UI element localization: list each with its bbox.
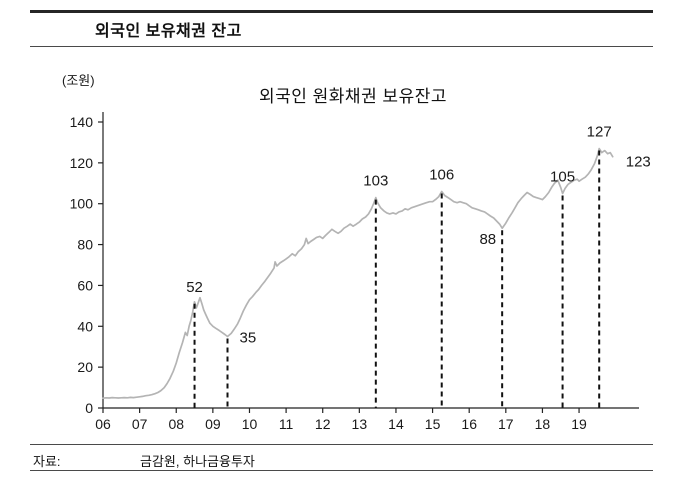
chart-axes: 0 20 40 60 80 100 120 140 06 07 08 09 10 11 12 13 14 15 16… bbox=[70, 112, 639, 432]
header-bottom-rule bbox=[30, 46, 653, 47]
source-label: 자료: bbox=[33, 454, 61, 469]
x-tick-label: 08 bbox=[168, 416, 184, 432]
x-tick-label: 17 bbox=[498, 416, 514, 432]
annotation-label: 106 bbox=[429, 166, 454, 183]
x-tick-label: 10 bbox=[242, 416, 258, 432]
x-tick-label: 11 bbox=[279, 416, 294, 432]
x-tick-label: 09 bbox=[205, 416, 221, 432]
y-axis-unit-label: (조원) bbox=[62, 73, 95, 88]
annotation-label: 52 bbox=[186, 279, 203, 296]
x-tick-label: 13 bbox=[352, 416, 368, 432]
report-title: 외국인 보유채권 잔고 bbox=[95, 23, 242, 40]
annotation-label: 127 bbox=[587, 124, 612, 141]
y-tick-label: 40 bbox=[77, 318, 93, 334]
footer-bottom-rule bbox=[30, 470, 653, 471]
y-tick-label: 120 bbox=[70, 155, 94, 171]
y-tick-label: 20 bbox=[77, 359, 93, 375]
x-tick-label: 15 bbox=[425, 416, 441, 432]
x-tick-label: 18 bbox=[535, 416, 551, 432]
header-top-rule bbox=[30, 10, 653, 13]
chart-title: 외국인 원화채권 보유잔고 bbox=[259, 87, 447, 106]
annotation-label: 35 bbox=[240, 330, 257, 347]
y-tick-label: 0 bbox=[85, 400, 93, 416]
annotations: 52 35 103 106 88 105 127 123 bbox=[186, 124, 651, 408]
y-tick-label: 80 bbox=[77, 237, 93, 253]
annotation-label: 105 bbox=[550, 169, 575, 186]
x-tick-label: 07 bbox=[132, 416, 148, 432]
y-tick-label: 140 bbox=[70, 114, 94, 130]
y-tick-label: 100 bbox=[70, 196, 94, 212]
x-tick-label: 14 bbox=[388, 416, 404, 432]
source-value: 금감원, 하나금융투자 bbox=[140, 454, 255, 469]
footer-top-rule bbox=[30, 444, 653, 445]
y-tick-label: 60 bbox=[77, 277, 93, 293]
x-tick-label: 16 bbox=[461, 416, 477, 432]
bond-holdings-line-chart: 0 20 40 60 80 100 120 140 06 07 08 09 10 11 12 13 14 15 16… bbox=[70, 112, 651, 432]
annotation-label: 103 bbox=[363, 173, 388, 190]
x-tick-label: 19 bbox=[571, 416, 587, 432]
x-tick-label: 06 bbox=[95, 416, 111, 432]
annotation-label: 123 bbox=[626, 154, 651, 171]
series-line bbox=[102, 147, 614, 400]
x-tick-label: 12 bbox=[315, 416, 331, 432]
annotation-label: 88 bbox=[479, 231, 496, 248]
